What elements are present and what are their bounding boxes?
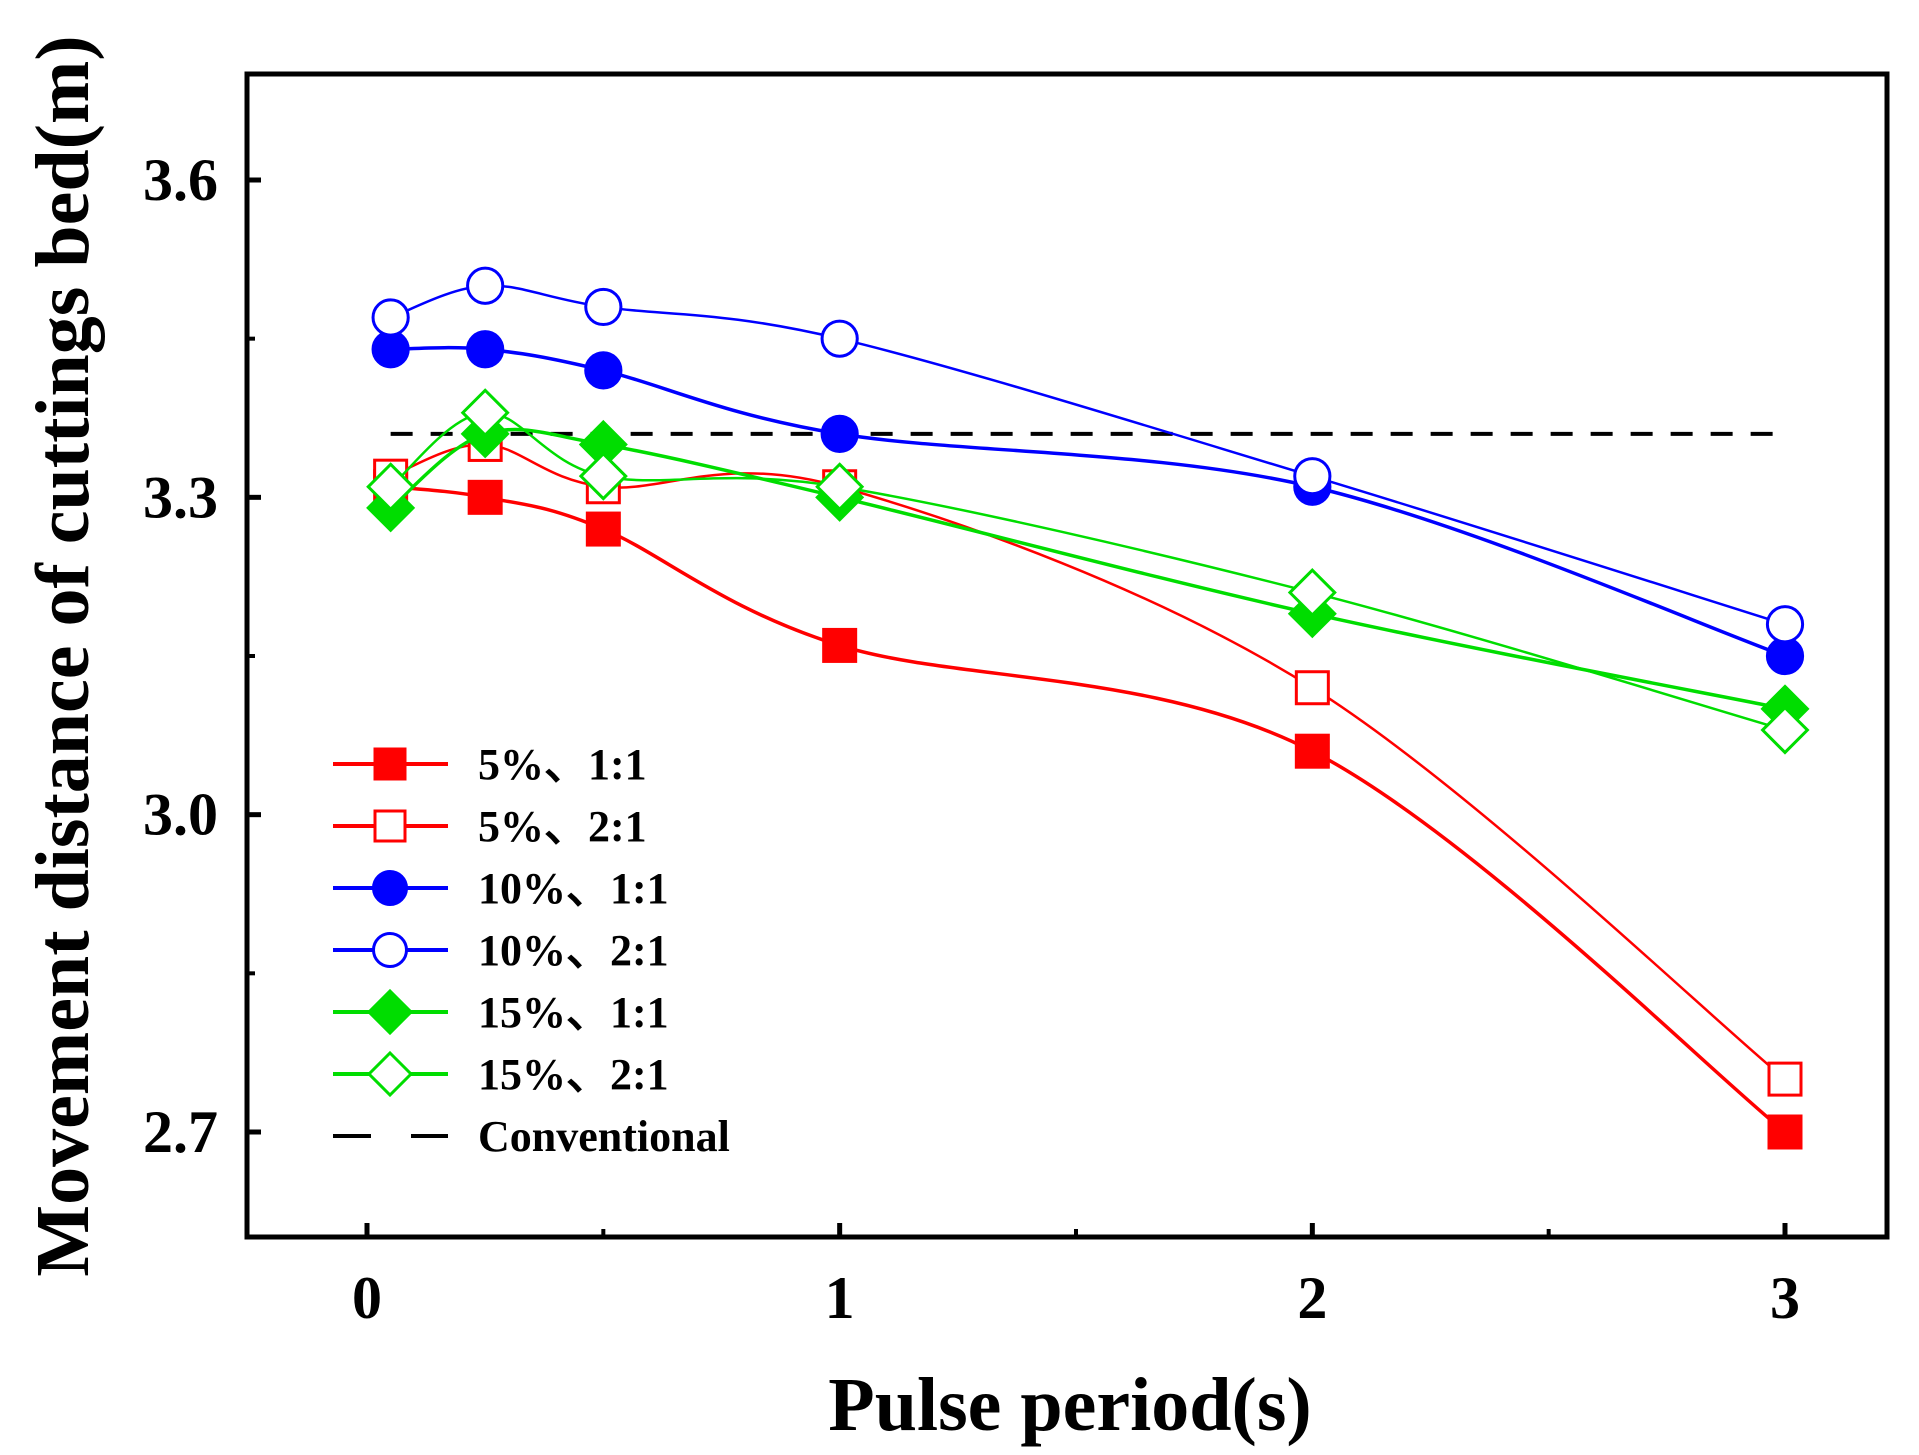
data-point xyxy=(1765,605,1805,644)
data-point xyxy=(578,451,628,501)
data-point xyxy=(371,330,410,369)
legend-marker xyxy=(373,747,407,781)
data-point xyxy=(366,462,416,512)
data-point xyxy=(466,266,505,305)
x-tick-label: 0 xyxy=(352,1265,382,1331)
legend-marker xyxy=(366,988,414,1036)
series-5 xyxy=(366,409,1810,734)
series-4 xyxy=(371,266,1805,644)
y-tick-label: 3.3 xyxy=(143,464,218,530)
data-point xyxy=(820,414,859,453)
data-point xyxy=(1767,1114,1803,1150)
x-axis-title: Pulse period(s) xyxy=(828,1363,1311,1447)
legend-label: 15%、1:1 xyxy=(478,988,669,1037)
legend-entry: 10%、2:1 xyxy=(333,926,669,975)
data-point xyxy=(585,511,621,547)
legend-entry: 5%、2:1 xyxy=(333,802,647,851)
data-point xyxy=(1767,1061,1803,1097)
legend-entry: 15%、1:1 xyxy=(333,988,669,1037)
data-point xyxy=(371,298,410,337)
legend: 5%、1:1 5%、2:1 10%、1:1 10%、2:1 15%、1:1 15%、2:1… xyxy=(333,740,730,1161)
legend-marker xyxy=(372,932,408,968)
data-point xyxy=(584,351,623,390)
data-point xyxy=(815,462,865,512)
data-point xyxy=(460,388,510,438)
data-point xyxy=(1293,457,1332,496)
x-axis: 0 1 2 3 xyxy=(352,1223,1800,1331)
legend-entry: 15%、2:1 xyxy=(333,1050,669,1099)
y-axis: 2.7 3.0 3.3 3.6 xyxy=(143,147,261,1165)
data-point xyxy=(822,627,858,663)
series-layer xyxy=(366,266,1810,1150)
x-tick-label: 3 xyxy=(1770,1265,1800,1331)
data-point xyxy=(584,287,623,327)
legend-marker xyxy=(372,870,408,906)
data-point xyxy=(1294,670,1330,706)
data-point xyxy=(820,319,859,358)
legend-label: 10%、2:1 xyxy=(478,926,669,975)
data-point xyxy=(467,479,503,515)
data-point xyxy=(1760,705,1810,755)
legend-label: 10%、1:1 xyxy=(478,864,669,913)
x-tick-label: 1 xyxy=(825,1265,855,1331)
series-6 xyxy=(366,388,1810,755)
series-line xyxy=(390,443,1786,1081)
legend-entry: 5%、1:1 xyxy=(333,740,647,789)
y-tick-label: 3.6 xyxy=(143,147,218,213)
series-line xyxy=(390,345,1786,658)
legend-label: 5%、1:1 xyxy=(478,740,647,789)
x-tick-label: 2 xyxy=(1297,1265,1327,1331)
data-point xyxy=(1765,636,1805,676)
legend-label: Conventional xyxy=(478,1112,730,1161)
legend-marker xyxy=(373,809,407,843)
y-tick-label: 3.0 xyxy=(143,782,218,848)
data-point xyxy=(1294,733,1330,769)
legend-entry: 10%、1:1 xyxy=(333,864,669,913)
data-point xyxy=(1287,568,1337,618)
series-3 xyxy=(371,330,1805,676)
legend-entry-conventional: Conventional xyxy=(333,1112,730,1161)
y-tick-label: 2.7 xyxy=(143,1099,218,1165)
legend-label: 15%、2:1 xyxy=(478,1050,669,1099)
series-line xyxy=(390,485,1787,1134)
legend-label: 5%、2:1 xyxy=(478,802,647,851)
legend-marker xyxy=(366,1050,414,1098)
y-axis-title: Movement distance of cuttings bed(m) xyxy=(21,35,105,1276)
data-point xyxy=(466,330,505,369)
